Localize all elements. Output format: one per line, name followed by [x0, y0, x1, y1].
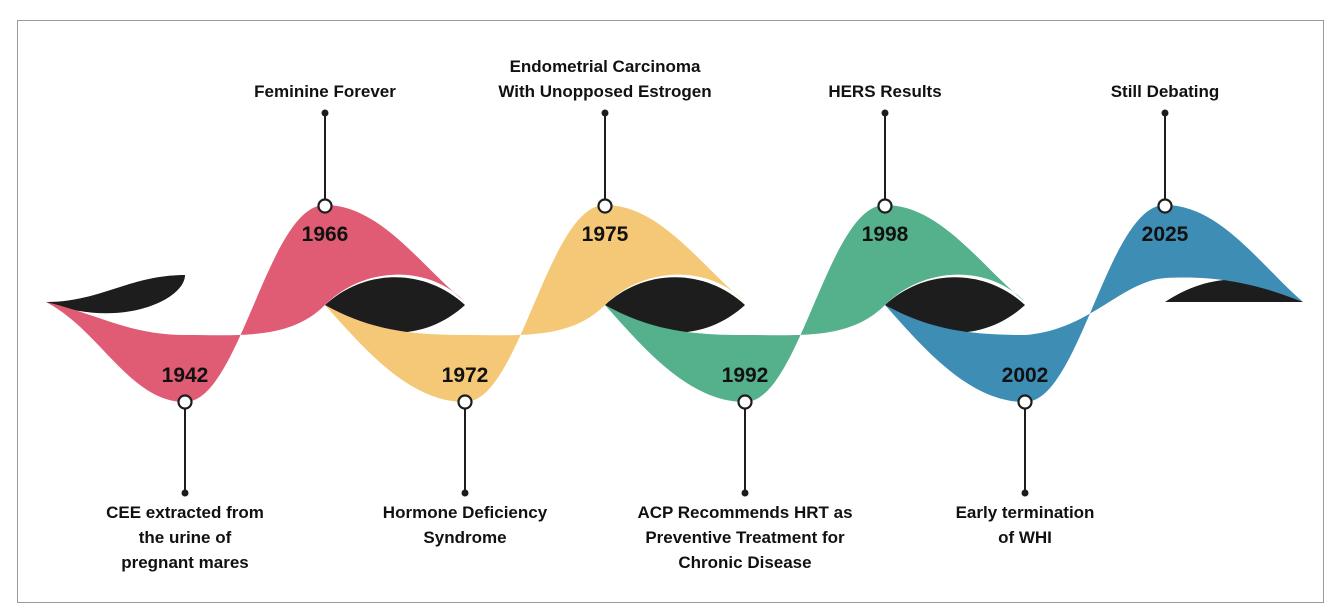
event-year-1998: 1998: [861, 223, 909, 246]
event-label-1998: HERS Results: [828, 82, 942, 101]
timeline-node-1942: [177, 394, 193, 410]
event-year-1966: 1966: [301, 223, 349, 246]
wave-shadow-start: [46, 275, 185, 314]
connector-end-dot-1975: [601, 109, 609, 117]
timeline-node-1998: [877, 198, 893, 214]
event-label-1992: ACP Recommends HRT as Preventive Treatme…: [637, 503, 853, 572]
event-year-2025: 2025: [1141, 223, 1189, 246]
event-year-1975: 1975: [581, 223, 629, 246]
wave-shadow-3: [885, 277, 1025, 333]
connector-end-dot-2002: [1021, 489, 1029, 497]
wave-shadow-layer: [46, 275, 1303, 333]
event-label-1966: Feminine Forever: [254, 82, 396, 101]
event-year-1992: 1992: [721, 364, 769, 387]
event-label-2025: Still Debating: [1110, 82, 1220, 101]
timeline-node-1975: [597, 198, 613, 214]
event-year-2002: 2002: [1001, 364, 1049, 387]
connector-end-dot-1966: [321, 109, 329, 117]
connector-end-dot-1972: [461, 489, 469, 497]
connector-end-dot-1992: [741, 489, 749, 497]
timeline-node-1992: [737, 394, 753, 410]
wave-segment-yellow: [325, 205, 745, 402]
event-label-2002: Early termination of WHI: [955, 503, 1095, 547]
event-year-1942: 1942: [161, 364, 209, 387]
timeline-node-2002: [1017, 394, 1033, 410]
wave-shadow-1: [325, 277, 465, 333]
event-label-1975: Endometrial Carcinoma With Unopposed Est…: [498, 57, 712, 101]
event-year-1972: 1972: [441, 364, 489, 387]
wave-shadow-2: [605, 277, 745, 333]
timeline-node-1972: [457, 394, 473, 410]
connector-end-dot-2025: [1161, 109, 1169, 117]
event-label-1972: Hormone Deficiency Syndrome: [382, 503, 548, 547]
wave-segment-blue: [885, 205, 1303, 402]
timeline-node-2025: [1157, 198, 1173, 214]
wave-segment-green: [605, 205, 1025, 402]
wave-segment-red: [46, 205, 465, 402]
connector-layer: [177, 109, 1173, 497]
event-label-1942: CEE extracted from the urine of pregnant…: [106, 503, 264, 572]
wave-ribbon-layer: [46, 205, 1303, 402]
timeline-node-1966: [317, 198, 333, 214]
diagram-frame: [17, 20, 1324, 603]
connector-end-dot-1942: [181, 489, 189, 497]
connector-end-dot-1998: [881, 109, 889, 117]
